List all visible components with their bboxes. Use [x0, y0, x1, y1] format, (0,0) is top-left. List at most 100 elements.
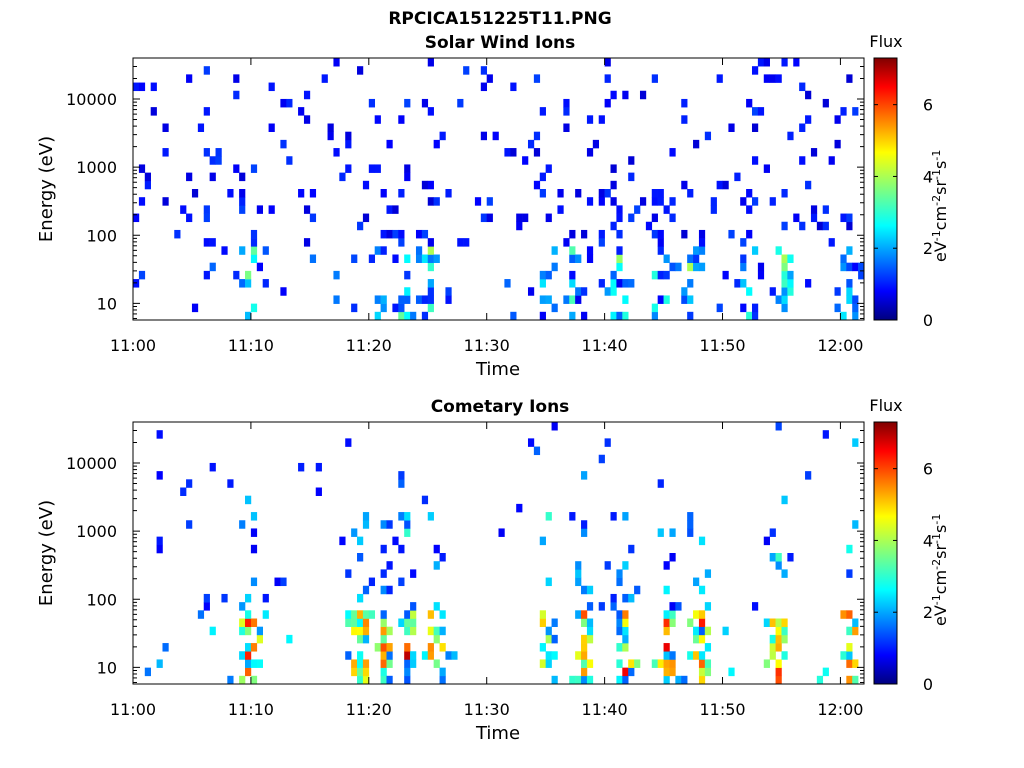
heatmap-cell: [433, 626, 440, 636]
heatmap-cell: [616, 675, 623, 685]
heatmap-cell: [846, 74, 853, 83]
x-tick-label: 11:20: [346, 700, 392, 719]
heatmap-cell: [681, 287, 688, 296]
heatmap-cell: [581, 229, 588, 239]
heatmap-cell: [203, 602, 210, 611]
heatmap-cell: [704, 569, 712, 578]
heatmap-cell: [239, 602, 246, 611]
heatmap-cell: [822, 98, 829, 108]
x-tick-label: 11:40: [582, 336, 628, 355]
colorbar-tick-label: 6: [923, 460, 933, 479]
heatmap-cell: [415, 229, 423, 239]
heatmap-cell: [610, 287, 617, 296]
heatmap-cell: [751, 107, 759, 116]
heatmap-cell: [763, 659, 770, 668]
heatmap-cell: [687, 279, 694, 288]
heatmap-cell: [539, 643, 546, 652]
heatmap-cell: [303, 238, 311, 247]
heatmap-cell: [810, 205, 818, 214]
heatmap-cell: [551, 618, 558, 627]
heatmap-cell: [404, 172, 411, 182]
heatmap-cell: [775, 422, 782, 431]
heatmap-cell: [581, 610, 588, 619]
heatmap-cell: [527, 139, 535, 149]
heatmap-cell: [380, 229, 387, 239]
heatmap-cell: [156, 471, 163, 480]
heatmap-cell: [445, 287, 452, 296]
heatmap-cell: [250, 512, 258, 521]
heatmap-cell: [604, 74, 611, 83]
heatmap-cell: [339, 536, 346, 546]
heatmap-cell: [604, 189, 611, 198]
heatmap-cell: [404, 520, 411, 529]
heatmap-cell: [858, 270, 865, 280]
heatmap-cell: [303, 90, 311, 100]
heatmap-cell: [622, 279, 629, 288]
heatmap-cell: [439, 643, 446, 652]
heatmap-cell: [368, 254, 376, 263]
heatmap-cell: [245, 667, 252, 677]
heatmap-cell: [203, 66, 210, 75]
heatmap-cell: [581, 651, 588, 660]
heatmap-cell: [746, 98, 753, 108]
heatmap-cell: [622, 643, 629, 652]
heatmap-cell: [557, 205, 564, 214]
heatmap-cell: [545, 213, 552, 223]
heatmap-cell: [345, 131, 352, 141]
y-axis-label: Energy (eV): [36, 500, 57, 606]
heatmap-cell: [268, 82, 275, 92]
heatmap-cell: [327, 123, 334, 132]
heatmap-cell: [693, 246, 700, 255]
heatmap-cell: [604, 98, 611, 108]
heatmap-cell: [775, 634, 782, 644]
heatmap-cell: [474, 197, 482, 206]
heatmap-cell: [357, 610, 364, 619]
heatmap-cell: [746, 205, 753, 214]
heatmap-cell: [427, 238, 434, 247]
heatmap-cell: [616, 213, 623, 223]
heatmap-cell: [787, 279, 794, 288]
heatmap-cell: [339, 172, 346, 182]
heatmap-cell: [793, 58, 800, 67]
heatmap-cell: [575, 295, 582, 304]
heatmap-cell: [575, 577, 582, 587]
heatmap-cell: [386, 659, 393, 668]
heatmap-cell: [333, 270, 340, 280]
heatmap-cell: [457, 98, 464, 108]
heatmap-cell: [380, 643, 387, 652]
heatmap-cell: [404, 270, 411, 280]
heatmap-cell: [616, 569, 623, 578]
heatmap-cell: [239, 675, 246, 685]
heatmap-cell: [581, 520, 588, 529]
heatmap-cell: [610, 279, 617, 288]
heatmap-cell: [751, 197, 759, 206]
colorbar-ticks: 0 2 4 6: [874, 460, 933, 694]
heatmap-cell: [704, 659, 712, 668]
heatmap-cell: [651, 659, 658, 668]
heatmap-cell: [663, 295, 670, 304]
heatmap-cell: [598, 189, 605, 198]
heatmap-cell: [280, 139, 287, 149]
heatmap-cell: [315, 487, 322, 496]
heatmap-cell: [404, 667, 411, 677]
heatmap-cell: [351, 618, 358, 627]
heatmap-cell: [174, 229, 181, 239]
heatmap-cell: [822, 667, 829, 677]
heatmap-cell: [333, 58, 340, 67]
y-tick-label: 100: [86, 226, 117, 245]
heatmap-cell: [162, 643, 169, 652]
heatmap-cell: [398, 229, 405, 239]
heatmap-cell: [357, 593, 364, 603]
heatmap-cell: [698, 262, 706, 272]
heatmap-cell: [250, 246, 258, 255]
heatmap-cell: [398, 544, 405, 554]
heatmap-cell: [775, 675, 782, 685]
heatmap-cell: [362, 675, 370, 685]
heatmap-cell: [663, 585, 670, 595]
heatmap-cell: [693, 626, 700, 636]
heatmap-cell: [575, 610, 582, 619]
heatmap-cell: [681, 675, 688, 685]
heatmap-cell: [663, 270, 670, 280]
heatmap-cell: [209, 156, 216, 165]
heatmap-cell: [598, 602, 605, 611]
